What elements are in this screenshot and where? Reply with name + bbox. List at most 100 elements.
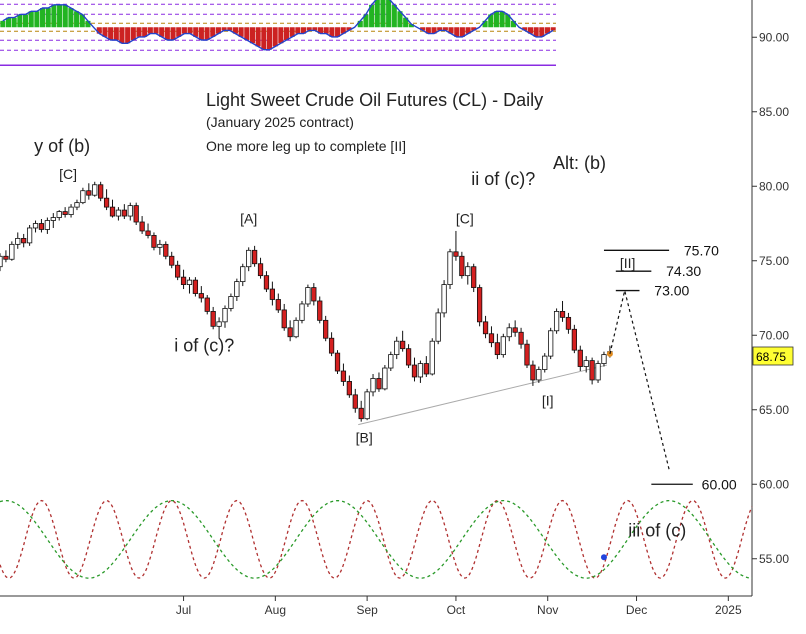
oscillator-bar: [374, 0, 380, 28]
oscillator-bar: [323, 27, 329, 34]
oscillator-bar: [471, 27, 477, 31]
candle-body: [15, 237, 21, 245]
current-price-box: [752, 346, 794, 366]
oscillator-bar: [147, 27, 153, 34]
candle-body: [601, 354, 607, 364]
candle-body: [465, 266, 471, 277]
candle-body: [139, 221, 145, 232]
y-tick-label: 70.00: [759, 328, 789, 342]
candle-body: [192, 279, 199, 294]
oscillator-bar: [346, 27, 352, 31]
candle-body: [571, 328, 577, 351]
oscillator-bar: [62, 4, 68, 28]
oscillator-bar: [187, 27, 193, 34]
candle-body: [334, 352, 341, 372]
support-line: [358, 364, 608, 426]
oscillator-bar: [159, 27, 165, 37]
candle-body: [488, 333, 495, 344]
oscillator-bar: [300, 27, 307, 34]
oscillator-bar: [136, 27, 142, 37]
oscillator-bar: [5, 17, 12, 28]
y-tick-label: 75.00: [759, 254, 789, 268]
x-tick-label: Sep: [356, 603, 378, 617]
x-tick-label: Nov: [537, 603, 558, 617]
oscillator-bar: [170, 27, 176, 41]
wave-label: [I]: [542, 392, 554, 408]
x-tick-label: Jul: [176, 603, 191, 617]
oscillator-bar: [527, 27, 534, 34]
candle-body: [453, 251, 459, 257]
oscillator-bar: [244, 27, 250, 41]
oscillator-bar: [198, 27, 204, 41]
oscillator-bar: [255, 27, 261, 47]
oscillator-bar: [153, 27, 159, 34]
oscillator-bar: [96, 27, 102, 34]
candle-body: [512, 327, 518, 333]
oscillator-bar: [335, 27, 341, 37]
oscillator-bar: [74, 11, 80, 28]
y-tick-label: 80.00: [759, 179, 789, 193]
candle-body: [370, 378, 376, 393]
candle-body: [323, 319, 329, 339]
candle-body: [577, 349, 583, 367]
wave-label: [C]: [59, 166, 77, 182]
oscillator-bar: [386, 0, 392, 28]
wave-label: [II]: [620, 255, 636, 271]
y-tick-label: 65.00: [759, 403, 789, 417]
candle-body: [559, 311, 566, 318]
candle-body: [524, 343, 530, 366]
oscillator-bar: [22, 14, 29, 28]
candle-body: [441, 284, 447, 314]
candle-body: [589, 360, 595, 381]
oscillator-bar: [261, 27, 267, 50]
candle-body: [287, 327, 293, 338]
candle-body: [299, 303, 305, 321]
candle-body: [311, 287, 317, 302]
candle-body: [595, 363, 601, 381]
candle-body: [429, 340, 435, 375]
oscillator-bar: [431, 27, 437, 34]
oscillator-bar: [51, 4, 57, 28]
oscillator-bar: [57, 4, 63, 28]
oscillator-panel: [0, 0, 556, 66]
candle-body: [151, 235, 157, 248]
candle-body: [364, 391, 370, 420]
candle-body: [447, 251, 453, 285]
candle-body: [115, 209, 122, 217]
oscillator-bar: [17, 14, 23, 28]
oscillator-bar: [505, 14, 511, 28]
oscillator-bar: [232, 27, 238, 34]
candle-body: [459, 255, 465, 277]
cycle-marker: [600, 554, 607, 561]
oscillator-bar: [488, 14, 494, 28]
oscillator-bar: [454, 27, 460, 37]
oscillator-bar: [397, 11, 403, 28]
candle-body: [553, 311, 560, 332]
oscillator-bar: [40, 8, 46, 28]
projection-path: [609, 290, 670, 470]
oscillator-bar: [272, 27, 278, 47]
candle-body: [400, 340, 406, 350]
oscillator-bar: [210, 27, 216, 37]
oscillator-bar: [363, 14, 369, 28]
candle-body: [157, 243, 163, 248]
candle-body: [536, 369, 542, 381]
candle-body: [145, 230, 151, 236]
candle-body: [423, 363, 429, 375]
oscillator-bar: [420, 27, 426, 31]
candle-body: [80, 190, 86, 204]
candle-body: [246, 249, 252, 268]
oscillator-bar: [130, 27, 136, 41]
candle-body: [56, 211, 62, 218]
candle-body: [382, 367, 388, 390]
oscillator-bar: [34, 11, 40, 28]
candle-body: [565, 316, 572, 330]
candle-body: [530, 364, 536, 381]
candle-body: [305, 287, 311, 305]
wave-label: iii of (c): [628, 520, 686, 540]
chart-note: One more leg up to complete [II]: [206, 138, 406, 154]
candle-body: [358, 407, 364, 420]
candle-body: [506, 327, 512, 338]
oscillator-bar: [522, 27, 528, 31]
